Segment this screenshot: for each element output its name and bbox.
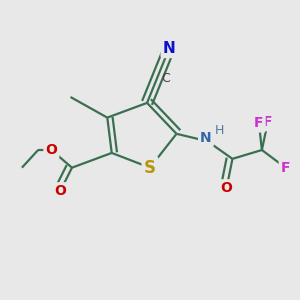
Text: F: F [263, 115, 272, 129]
Text: C: C [161, 72, 170, 85]
Text: O: O [220, 181, 232, 195]
Text: H: H [214, 124, 224, 137]
Text: N: N [200, 131, 212, 145]
Text: O: O [54, 184, 66, 198]
Text: S: S [144, 159, 156, 177]
Text: F: F [254, 116, 264, 130]
Text: O: O [45, 143, 57, 157]
Text: N: N [163, 41, 175, 56]
Text: F: F [281, 161, 290, 175]
